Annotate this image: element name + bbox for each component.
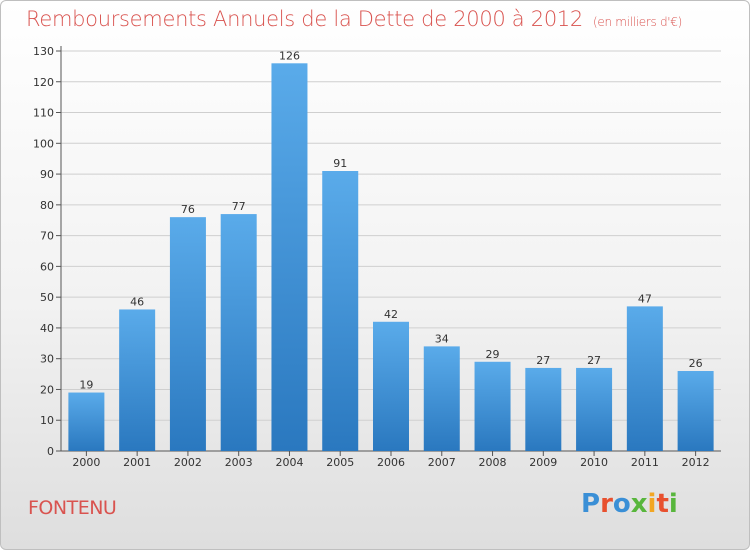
- logo-letter: P: [581, 489, 601, 519]
- logo-letter: x: [630, 489, 648, 519]
- x-tick-label: 2008: [479, 456, 507, 469]
- bar-value-label: 29: [486, 348, 500, 361]
- bar: [68, 392, 105, 451]
- x-tick-label: 2009: [529, 456, 557, 469]
- x-tick-label: 2004: [275, 456, 303, 469]
- logo-letter: r: [600, 489, 613, 519]
- proxiti-logo[interactable]: Proxiti: [581, 489, 678, 519]
- bar-value-label: 34: [435, 332, 449, 345]
- bar: [322, 171, 359, 451]
- bar: [626, 306, 663, 451]
- chart-subtitle: (en milliers d'€): [593, 15, 683, 29]
- x-tick-label: 2001: [123, 456, 151, 469]
- x-tick-label: 2003: [225, 456, 253, 469]
- y-tick-label: 60: [40, 260, 54, 273]
- bar: [119, 309, 156, 451]
- bar: [474, 361, 511, 451]
- y-tick-label: 50: [40, 291, 54, 304]
- y-tick-label: 0: [47, 445, 54, 458]
- bar-value-label: 46: [130, 295, 144, 308]
- chart-title-block: Remboursements Annuels de la Dette de 20…: [26, 7, 682, 31]
- y-tick-label: 110: [33, 107, 54, 120]
- x-tick-label: 2005: [326, 456, 354, 469]
- town-name: FONTENU: [28, 497, 117, 519]
- y-tick-label: 20: [40, 383, 54, 396]
- logo-letter: i: [647, 489, 657, 519]
- bar: [677, 371, 714, 451]
- x-tick-label: 2002: [174, 456, 202, 469]
- logo-letter: o: [612, 489, 631, 519]
- y-tick-label: 70: [40, 230, 54, 243]
- bar-value-label: 27: [536, 354, 550, 367]
- y-tick-label: 10: [40, 414, 54, 427]
- logo-letter: t: [656, 489, 669, 519]
- y-tick-label: 120: [33, 76, 54, 89]
- bar-value-label: 27: [587, 354, 601, 367]
- bar-value-label: 77: [232, 200, 246, 213]
- y-tick-label: 40: [40, 322, 54, 335]
- bars: [68, 63, 714, 452]
- bar: [271, 63, 308, 452]
- bar-value-label: 19: [79, 379, 93, 392]
- y-tick-label: 30: [40, 353, 54, 366]
- x-tick-label: 2000: [72, 456, 100, 469]
- bar: [525, 367, 562, 451]
- bar-value-label: 126: [279, 49, 300, 62]
- y-tick-label: 100: [33, 137, 54, 150]
- x-tick-label: 2007: [428, 456, 456, 469]
- logo-letter: i: [668, 489, 678, 519]
- y-tick-label: 90: [40, 168, 54, 181]
- bar: [373, 321, 409, 451]
- chart-title: Remboursements Annuels de la Dette de 20…: [26, 7, 583, 31]
- bar: [576, 367, 613, 451]
- x-tick-label: 2010: [580, 456, 608, 469]
- bar-value-label: 76: [181, 203, 195, 216]
- x-tick-label: 2011: [631, 456, 659, 469]
- bar: [423, 346, 460, 451]
- bar-value-label: 47: [638, 292, 652, 305]
- data-labels: 19 46 76 77 126 91 42 34 29 27 27 47 26: [79, 49, 702, 391]
- bar-value-label: 42: [384, 308, 398, 321]
- bar: [169, 217, 206, 451]
- y-tick-label: 80: [40, 199, 54, 212]
- bar-value-label: 91: [333, 157, 347, 170]
- x-tick-label: 2012: [682, 456, 710, 469]
- bar-value-label: 26: [689, 357, 703, 370]
- x-tick-label: 2006: [377, 456, 405, 469]
- bar: [220, 214, 257, 451]
- y-tick-label: 130: [33, 45, 54, 58]
